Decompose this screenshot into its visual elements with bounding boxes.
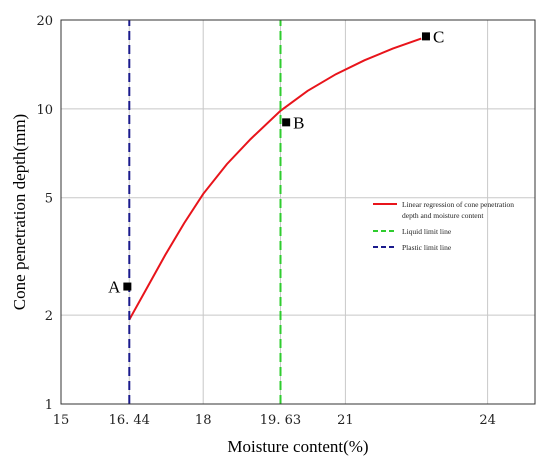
y-tick-label: 20 (36, 14, 53, 29)
point-marker (421, 32, 430, 41)
y-tick-label: 5 (45, 192, 53, 207)
series-line (128, 37, 422, 321)
x-tick-label: 16. 44 (109, 413, 150, 428)
y-tick-label: 1 (45, 398, 53, 413)
x-tick-label: 19. 63 (260, 413, 301, 428)
y-axis-title: Cone penetration depth(mm) (10, 114, 29, 310)
x-tick-label: 21 (337, 413, 354, 428)
y-tick-label: 10 (36, 103, 53, 118)
point-label: A (108, 278, 121, 297)
legend-entry: Linear regression of cone penetration (402, 200, 514, 209)
tick-labels: 15 16. 44 18 19. 63 21 24 1 2 5 10 20 (36, 14, 495, 428)
point-marker (282, 118, 291, 127)
legend-entry: Plastic limit line (402, 243, 452, 252)
legend: Linear regression of cone penetration dep… (373, 200, 514, 252)
x-axis-title: Moisture content(%) (227, 437, 368, 456)
legend-entry: depth and moisture content (402, 211, 484, 220)
series-layer (128, 20, 422, 404)
plot-frame (60, 19, 536, 405)
point-label: B (293, 113, 304, 132)
point-marker (123, 282, 132, 291)
x-tick-label: 24 (479, 413, 496, 428)
y-tick-label: 2 (45, 309, 53, 324)
legend-entry: Liquid limit line (402, 227, 452, 236)
x-tick-label: 15 (53, 413, 70, 428)
point-label: C (433, 27, 444, 46)
point-markers: A B C (108, 27, 444, 296)
x-tick-label: 18 (195, 413, 212, 428)
